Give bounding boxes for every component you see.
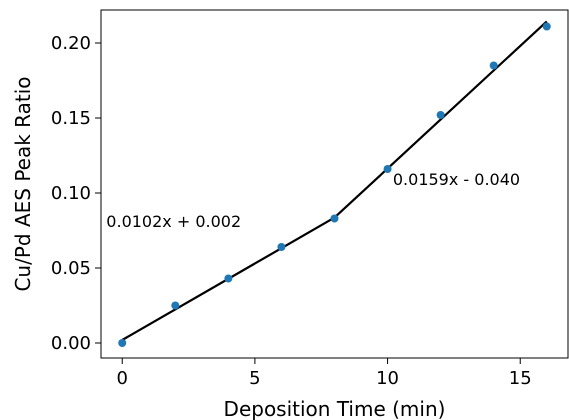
data-point (542, 22, 551, 31)
fit-equation-label: 0.0102x + 0.002 (106, 212, 241, 231)
x-axis-title: Deposition Time (min) (224, 397, 446, 420)
x-tick-label: 10 (376, 368, 399, 389)
data-points (118, 22, 551, 347)
y-tick-label: 0.00 (51, 333, 91, 354)
y-tick-label: 0.10 (51, 183, 91, 204)
fit-equation-label: 0.0159x - 0.040 (393, 170, 520, 189)
data-point (436, 111, 445, 119)
data-point (489, 61, 498, 70)
plot-frame (100, 9, 569, 359)
y-axis-ticks: 0.00 0.05 0.10 0.15 0.20 (51, 33, 101, 354)
y-axis-title: Cu/Pd AES Peak Ratio (11, 76, 35, 291)
data-point (277, 243, 286, 251)
data-point (118, 339, 127, 347)
x-tick-label: 15 (509, 368, 532, 389)
y-tick-label: 0.15 (51, 108, 91, 129)
x-tick-label: 0 (117, 368, 128, 389)
data-point (383, 165, 392, 173)
data-point (330, 214, 339, 223)
y-tick-label: 0.05 (51, 258, 91, 279)
x-axis-ticks: 0 5 10 15 (117, 358, 532, 389)
annotations: 0.0102x + 0.002 0.0159x - 0.040 (106, 170, 520, 231)
data-point (224, 274, 233, 283)
x-tick-label: 5 (249, 368, 260, 389)
data-point (171, 301, 180, 310)
y-tick-label: 0.20 (51, 33, 91, 54)
